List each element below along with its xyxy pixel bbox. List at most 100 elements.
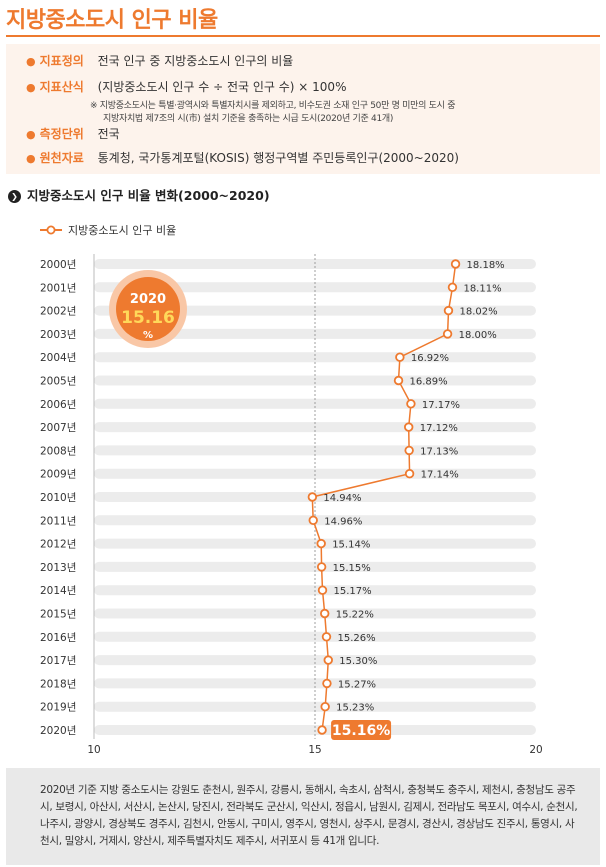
data-point	[308, 515, 318, 525]
y-tick-label: 2020년	[40, 725, 76, 737]
data-label: 18.11%	[463, 283, 501, 294]
row-bar	[94, 608, 536, 619]
legend-point-marker	[46, 225, 56, 235]
data-point	[393, 375, 404, 386]
data-point	[307, 492, 318, 502]
data-label: 15.15%	[333, 563, 371, 574]
y-tick-label: 2011년	[40, 515, 76, 527]
info-definition: ● 지표정의 전국 인구 중 지방중소도시 인구의 비율	[26, 52, 293, 69]
y-tick-label: 2001년	[40, 282, 76, 294]
bullet-icon: ●	[26, 81, 36, 94]
data-point	[320, 702, 330, 712]
page-title: 지방중소도시 인구 비율	[6, 8, 218, 33]
data-label: 14.94%	[323, 493, 361, 504]
data-label: 18.00%	[459, 330, 497, 341]
legend-label: 지방중소도시 인구 비율	[68, 224, 176, 237]
info-unit: ● 측정단위 전국	[26, 125, 120, 142]
row-bar	[94, 655, 536, 666]
badge-circle	[116, 277, 180, 341]
data-point	[316, 562, 327, 572]
footer-note: 2020년 기준 지방 중소도시는 강원도 춘천시, 원주시, 강릉시, 동해시…	[40, 784, 578, 847]
data-label: 16.92%	[411, 353, 449, 364]
y-tick-label: 2000년	[40, 259, 76, 271]
unit-key: 측정단위	[39, 127, 84, 141]
highlight-label-box	[331, 720, 392, 740]
data-label: 15.16%	[332, 723, 390, 739]
data-point	[323, 655, 333, 665]
y-tick-label: 2007년	[40, 422, 76, 434]
x-tick-label: 20	[529, 744, 542, 756]
data-label: 15.22%	[336, 610, 374, 621]
data-point	[443, 305, 454, 316]
data-point	[450, 259, 461, 269]
data-point	[316, 538, 326, 549]
source-value: 통계청, 국가통계포털(KOSIS) 행정구역별 주민등록인구(2000~202…	[97, 151, 459, 165]
formula-key: 지표산식	[39, 80, 84, 94]
row-bar	[94, 468, 536, 479]
data-label: 14.96%	[324, 516, 362, 527]
y-tick-label: 2009년	[40, 469, 76, 481]
y-tick-label: 2013년	[40, 562, 76, 574]
data-label: 17.17%	[422, 400, 460, 411]
y-tick-label: 2002년	[40, 306, 76, 318]
data-label: 17.14%	[421, 470, 459, 481]
y-tick-label: 2005년	[40, 376, 76, 388]
data-point	[404, 445, 414, 456]
data-label: 17.13%	[420, 446, 458, 457]
bullet-icon: ●	[26, 152, 36, 165]
row-bar	[94, 631, 536, 642]
data-point	[320, 608, 330, 619]
data-point	[395, 352, 405, 362]
title-divider	[6, 35, 600, 37]
formula-note-1: ※ 지방중소도시는 특별·광역시와 특별자치시를 제외하고, 비수도권 소재 인…	[90, 101, 456, 111]
y-tick-label: 2006년	[40, 399, 76, 411]
data-label: 15.14%	[332, 540, 370, 551]
chart-subtitle-text: 지방중소도시 인구 비율 변화(2000~2020)	[27, 188, 270, 203]
formula-note-2: 지방자치법 제7조의 시(市) 설치 기준을 충족하는 시급 도시(2020년 …	[103, 114, 394, 124]
badge-value: 15.16	[121, 308, 175, 328]
chart-subtitle: ❯ 지방중소도시 인구 비율 변화(2000~2020)	[8, 185, 270, 204]
definition-key: 지표정의	[39, 54, 84, 68]
y-tick-label: 2015년	[40, 609, 76, 621]
y-tick-label: 2012년	[40, 539, 76, 551]
data-label: 16.89%	[410, 377, 448, 388]
formula-value: (지방중소도시 인구 수 ÷ 전국 인구 수) × 100%	[97, 80, 347, 94]
badge-unit: %	[143, 330, 153, 341]
definition-value: 전국 인구 중 지방중소도시 인구의 비율	[97, 54, 294, 68]
line-chart: 지방중소도시 인구 비율 2000년 2001년 2002년 2003년 2004년 20…	[40, 224, 543, 756]
data-point	[442, 329, 453, 339]
source-key: 원천자료	[39, 151, 84, 165]
chart-legend: 지방중소도시 인구 비율	[40, 224, 176, 237]
y-tick-label: 2010년	[40, 492, 76, 504]
footer-note-box	[6, 768, 600, 865]
data-label: 15.23%	[336, 703, 374, 714]
y-tick-label: 2004년	[40, 352, 76, 364]
indicator-info-box	[6, 44, 600, 174]
unit-value: 전국	[97, 127, 120, 141]
y-tick-label: 2003년	[40, 329, 76, 341]
row-bar	[94, 352, 536, 363]
data-point	[321, 632, 332, 642]
data-label: 18.18%	[467, 260, 505, 271]
y-tick-label: 2018년	[40, 678, 76, 690]
info-source: ● 원천자료 통계청, 국가통계포털(KOSIS) 행정구역별 주민등록인구(200…	[26, 149, 459, 166]
row-bar	[94, 375, 536, 386]
data-point	[447, 282, 458, 292]
bullet-icon: ●	[26, 55, 36, 68]
y-tick-label: 2017년	[40, 655, 76, 667]
data-point	[322, 678, 332, 689]
data-label: 17.12%	[420, 423, 458, 434]
data-point	[404, 422, 414, 432]
data-label: 15.30%	[339, 656, 377, 667]
data-label: 15.17%	[334, 586, 372, 597]
x-tick-label: 15	[308, 744, 321, 756]
y-tick-label: 2019년	[40, 702, 76, 714]
row-bar	[94, 328, 536, 339]
data-point	[317, 725, 327, 735]
data-point	[317, 585, 328, 595]
y-tick-label: 2016년	[40, 632, 76, 644]
chevron-right-icon: ❯	[8, 190, 21, 203]
y-tick-label: 2014년	[40, 585, 76, 597]
data-label: 15.26%	[337, 633, 375, 644]
x-tick-label: 10	[87, 744, 100, 756]
